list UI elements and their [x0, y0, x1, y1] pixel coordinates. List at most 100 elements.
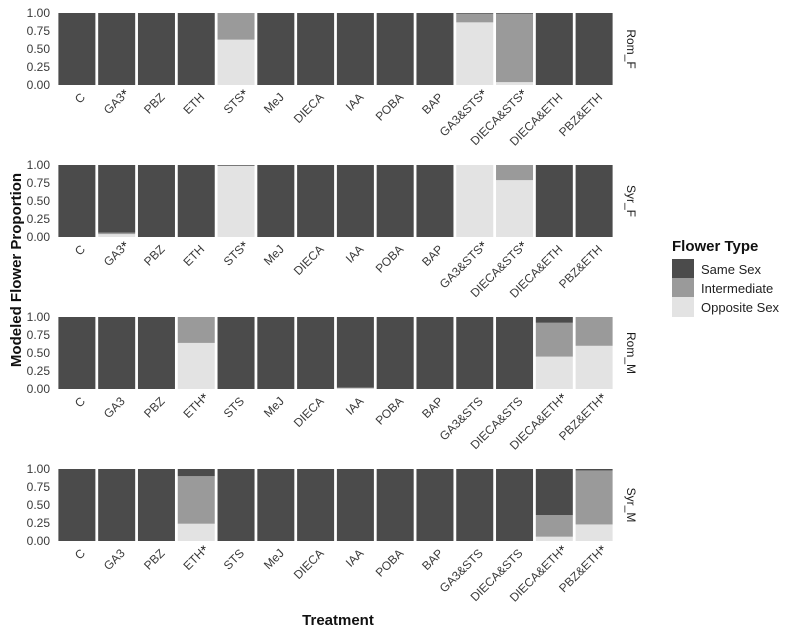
- x-tick-label: MeJ: [261, 546, 287, 572]
- x-tick-label: C: [72, 90, 88, 106]
- legend-label-intermediate: Intermediate: [701, 281, 773, 296]
- x-tick-label: DIECA: [291, 90, 327, 126]
- bar-same-sex: [376, 165, 414, 237]
- bar-same-sex: [535, 469, 573, 516]
- bar-same-sex: [496, 13, 534, 14]
- bar-opposite-sex: [98, 234, 136, 237]
- bar-opposite-sex: [575, 524, 613, 541]
- x-tick-label: BAP: [419, 546, 446, 573]
- y-tick-label: 0.75: [27, 24, 51, 38]
- bar-same-sex: [257, 469, 295, 541]
- significance-star: *: [479, 86, 485, 102]
- bar-opposite-sex: [456, 165, 494, 237]
- y-tick-label: 0.25: [27, 212, 51, 226]
- significance-star: *: [519, 238, 525, 254]
- y-tick-label: 0.00: [27, 230, 51, 244]
- x-tick-label: IAA: [343, 242, 367, 266]
- x-tick-label: MeJ: [261, 242, 287, 268]
- legend-title: Flower Type: [672, 238, 758, 255]
- bar-opposite-sex: [217, 165, 255, 237]
- legend-label-opposite-sex: Opposite Sex: [701, 300, 780, 315]
- bar-same-sex: [98, 317, 136, 389]
- bar-intermediate: [535, 515, 573, 537]
- bar-same-sex: [177, 469, 215, 477]
- bar-intermediate: [98, 232, 136, 235]
- x-tick-label: IAA: [343, 90, 367, 114]
- bar-opposite-sex: [336, 388, 374, 389]
- bar-opposite-sex: [496, 180, 534, 237]
- bar-opposite-sex: [535, 536, 573, 541]
- bar-same-sex: [496, 469, 534, 541]
- bar-same-sex: [575, 13, 613, 85]
- bar-same-sex: [535, 13, 573, 85]
- x-tick-label: DIECA: [291, 546, 327, 582]
- significance-star: *: [121, 238, 127, 254]
- bar-same-sex: [376, 317, 414, 389]
- panel-rom-f: 0.000.250.500.751.00C GA3* PBZ ETH STS* MeJ DI…: [27, 6, 638, 149]
- significance-star: *: [598, 390, 604, 406]
- bar-intermediate: [456, 13, 494, 23]
- y-tick-label: 0.75: [27, 176, 51, 190]
- bar-same-sex: [496, 317, 534, 389]
- bar-same-sex: [217, 469, 255, 541]
- bar-intermediate: [217, 13, 255, 40]
- x-tick-label: MeJ: [261, 90, 287, 116]
- bar-same-sex: [297, 469, 335, 541]
- x-tick-label: ETH: [180, 242, 207, 269]
- bar-same-sex: [177, 165, 215, 237]
- bar-opposite-sex: [496, 82, 534, 85]
- bar-same-sex: [575, 469, 613, 471]
- y-tick-label: 1.00: [27, 310, 51, 324]
- facet-label: Syr_M: [624, 488, 638, 523]
- bar-intermediate: [535, 322, 573, 357]
- bar-same-sex: [535, 317, 573, 323]
- y-tick-label: 0.50: [27, 194, 51, 208]
- bar-same-sex: [137, 469, 175, 541]
- x-tick-label: STS: [221, 546, 247, 572]
- x-tick-label: C: [72, 546, 88, 562]
- y-tick-label: 0.25: [27, 60, 51, 74]
- bar-intermediate: [496, 13, 534, 83]
- panel-syr-m: 0.000.250.500.751.00C GA3 PBZ ETH* STS MeJ DIE…: [27, 462, 638, 605]
- y-tick-label: 0.50: [27, 42, 51, 56]
- y-tick-label: 0.25: [27, 364, 51, 378]
- bar-intermediate: [496, 165, 534, 181]
- bar-same-sex: [456, 317, 494, 389]
- bar-same-sex: [535, 165, 573, 237]
- bar-same-sex: [98, 165, 136, 233]
- significance-star: *: [240, 86, 246, 102]
- bar-same-sex: [336, 13, 374, 85]
- bar-same-sex: [257, 317, 295, 389]
- bar-same-sex: [416, 469, 454, 541]
- bar-same-sex: [137, 317, 175, 389]
- bar-same-sex: [257, 13, 295, 85]
- y-tick-label: 0.00: [27, 382, 51, 396]
- x-tick-label: STS: [221, 394, 247, 420]
- x-tick-label: POBA: [373, 546, 406, 579]
- x-tick-label: PBZ: [141, 546, 167, 572]
- bar-same-sex: [58, 317, 96, 389]
- bar-same-sex: [257, 165, 295, 237]
- bar-same-sex: [217, 165, 255, 166]
- y-tick-label: 0.00: [27, 534, 51, 548]
- bar-same-sex: [416, 165, 454, 237]
- bar-same-sex: [98, 469, 136, 541]
- facet-label: Syr_F: [624, 185, 638, 217]
- bar-same-sex: [336, 317, 374, 388]
- panel-rom-m: 0.000.250.500.751.00C GA3 PBZ ETH* STS MeJ DIE…: [27, 310, 638, 453]
- bar-opposite-sex: [217, 39, 255, 85]
- bar-intermediate: [575, 317, 613, 346]
- bar-intermediate: [177, 317, 215, 343]
- y-axis-title: Modeled Flower Proportion: [8, 173, 25, 367]
- bar-opposite-sex: [177, 523, 215, 541]
- bar-opposite-sex: [177, 342, 215, 389]
- legend: Flower Type Same Sex Intermediate Opposi…: [672, 238, 780, 317]
- x-tick-label: POBA: [373, 394, 406, 427]
- legend-swatch-same-sex: [672, 259, 694, 279]
- bar-same-sex: [456, 469, 494, 541]
- bar-same-sex: [217, 317, 255, 389]
- significance-star: *: [479, 238, 485, 254]
- y-tick-label: 1.00: [27, 158, 51, 172]
- x-tick-label: PBZ&ETH: [556, 90, 605, 139]
